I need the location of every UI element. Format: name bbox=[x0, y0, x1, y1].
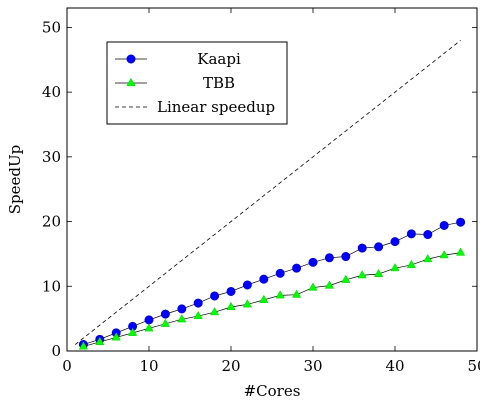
data-point-kaapi bbox=[308, 257, 318, 267]
plot-frame bbox=[66, 7, 478, 352]
data-point-tbb bbox=[78, 341, 88, 350]
data-point-kaapi bbox=[324, 253, 334, 263]
data-point-kaapi bbox=[357, 243, 367, 253]
y-tick-label: 10 bbox=[42, 277, 61, 295]
y-axis-label: SpeedUp bbox=[6, 145, 24, 214]
data-point-kaapi bbox=[406, 229, 416, 239]
data-point-kaapi bbox=[177, 304, 187, 314]
data-point-tbb bbox=[406, 259, 416, 268]
axes: 0 10 20 30 40 50 0 10 20 30 40 50 bbox=[42, 7, 480, 375]
data-point-tbb bbox=[160, 318, 170, 327]
legend-label: TBB bbox=[203, 74, 235, 92]
series-line-kaapi bbox=[83, 221, 461, 345]
data-point-kaapi bbox=[242, 280, 252, 290]
y-tick-label: 20 bbox=[42, 213, 61, 231]
data-point-tbb bbox=[292, 289, 302, 298]
data-point-tbb bbox=[193, 310, 203, 320]
data-point-kaapi bbox=[193, 298, 203, 308]
y-tick-label: 40 bbox=[42, 83, 61, 101]
data-point-kaapi bbox=[374, 242, 384, 252]
y-tick-label: 50 bbox=[42, 18, 61, 36]
x-tick-label: 40 bbox=[385, 357, 404, 375]
data-point-kaapi bbox=[160, 309, 170, 319]
legend-marker-kaapi bbox=[126, 54, 136, 64]
data-point-tbb bbox=[95, 336, 105, 345]
data-point-kaapi bbox=[456, 217, 466, 227]
data-point-tbb bbox=[423, 253, 433, 263]
x-tick-label: 0 bbox=[62, 357, 72, 375]
data-point-tbb bbox=[111, 332, 121, 341]
data-point-tbb bbox=[128, 327, 138, 336]
legend: Kaapi TBB Linear speedup bbox=[106, 41, 288, 125]
data-point-tbb bbox=[439, 250, 449, 259]
data-point-kaapi bbox=[226, 286, 236, 296]
x-tick-label: 50 bbox=[467, 357, 480, 375]
data-point-tbb bbox=[259, 294, 269, 303]
data-point-tbb bbox=[308, 282, 318, 291]
data-point-tbb bbox=[210, 307, 220, 316]
series-line-linear-speedup bbox=[74, 40, 461, 345]
data-point-tbb bbox=[357, 270, 367, 279]
x-axis-label: #Cores bbox=[244, 382, 301, 400]
data-point-kaapi bbox=[390, 237, 400, 247]
plot-area bbox=[74, 40, 466, 350]
data-point-tbb bbox=[177, 314, 187, 323]
data-point-tbb bbox=[242, 299, 252, 308]
data-point-kaapi bbox=[275, 268, 285, 278]
data-point-tbb bbox=[275, 290, 285, 299]
legend-label: Kaapi bbox=[197, 50, 241, 68]
data-point-kaapi bbox=[292, 263, 302, 273]
x-tick-label: 30 bbox=[303, 357, 322, 375]
data-point-tbb bbox=[144, 323, 154, 332]
series-line-tbb bbox=[83, 252, 461, 347]
data-point-kaapi bbox=[341, 252, 351, 262]
data-point-tbb bbox=[341, 274, 351, 283]
legend-label: Linear speedup bbox=[157, 98, 275, 116]
data-point-tbb bbox=[226, 301, 236, 311]
data-point-kaapi bbox=[144, 315, 154, 325]
data-point-kaapi bbox=[210, 291, 220, 301]
data-point-kaapi bbox=[259, 274, 269, 284]
x-tick-label: 10 bbox=[139, 357, 158, 375]
data-point-tbb bbox=[324, 280, 334, 289]
data-point-tbb bbox=[374, 268, 384, 277]
x-tick-label: 20 bbox=[221, 357, 240, 375]
y-tick-label: 30 bbox=[42, 148, 61, 166]
data-point-tbb bbox=[390, 263, 400, 272]
data-point-kaapi bbox=[439, 220, 449, 230]
legend-marker-tbb bbox=[126, 77, 136, 87]
data-point-kaapi bbox=[423, 230, 433, 240]
data-point-tbb bbox=[456, 247, 466, 256]
y-tick-label: 0 bbox=[51, 342, 61, 360]
